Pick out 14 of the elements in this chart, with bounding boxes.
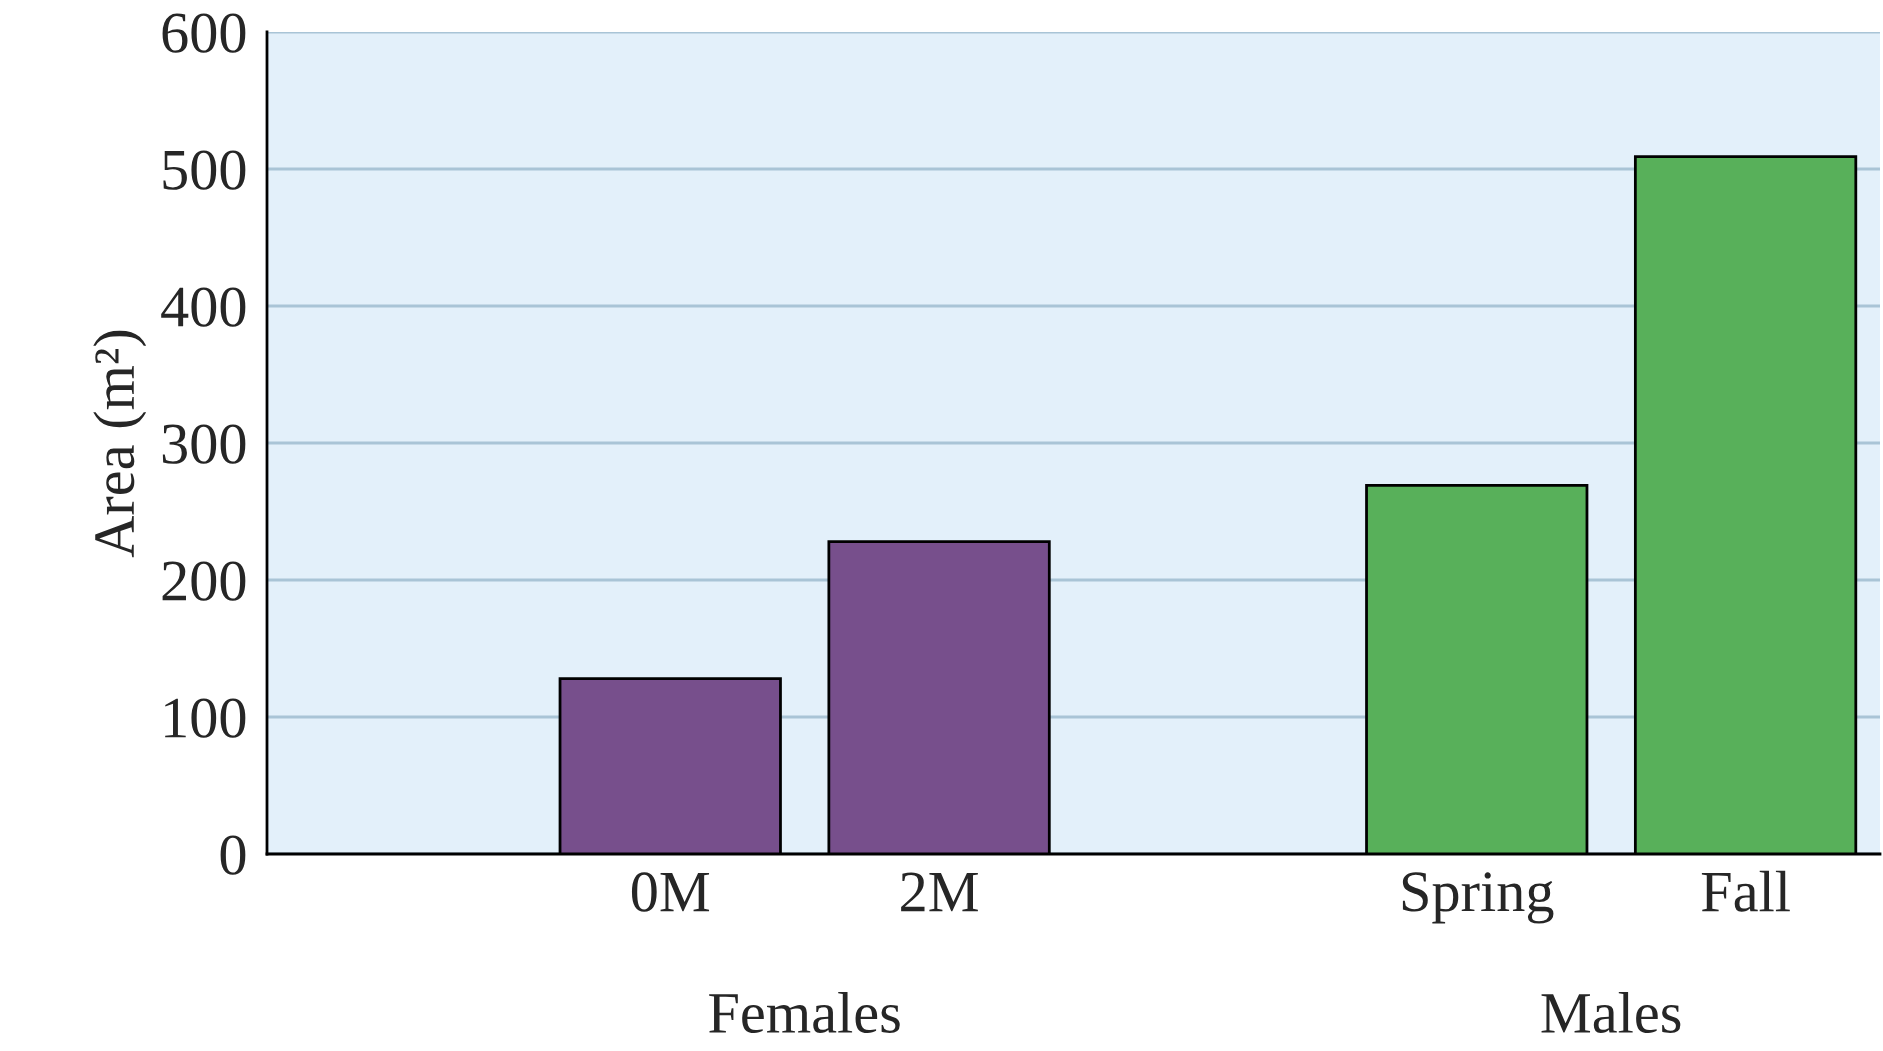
y-tick-label: 600 (162, 13, 246, 53)
text: Males (1541, 991, 1681, 1033)
y-tick-label: 300 (162, 424, 246, 464)
y-tick-label: 0 (220, 835, 246, 875)
x-tick-label: 0M (631, 872, 710, 912)
y-tick-label: 100 (165, 698, 246, 738)
y-axis-title: Area (m²) (93, 330, 147, 558)
y-tick-label: 500 (163, 150, 246, 190)
x-tick-label: 2M (901, 872, 978, 912)
y-tick-label: 400 (161, 287, 246, 327)
text: Females (709, 991, 900, 1033)
y-tick-label: 200 (162, 561, 246, 601)
x-tick-label: Spring (1402, 872, 1554, 924)
x-tick-label: Fall (1701, 870, 1790, 912)
